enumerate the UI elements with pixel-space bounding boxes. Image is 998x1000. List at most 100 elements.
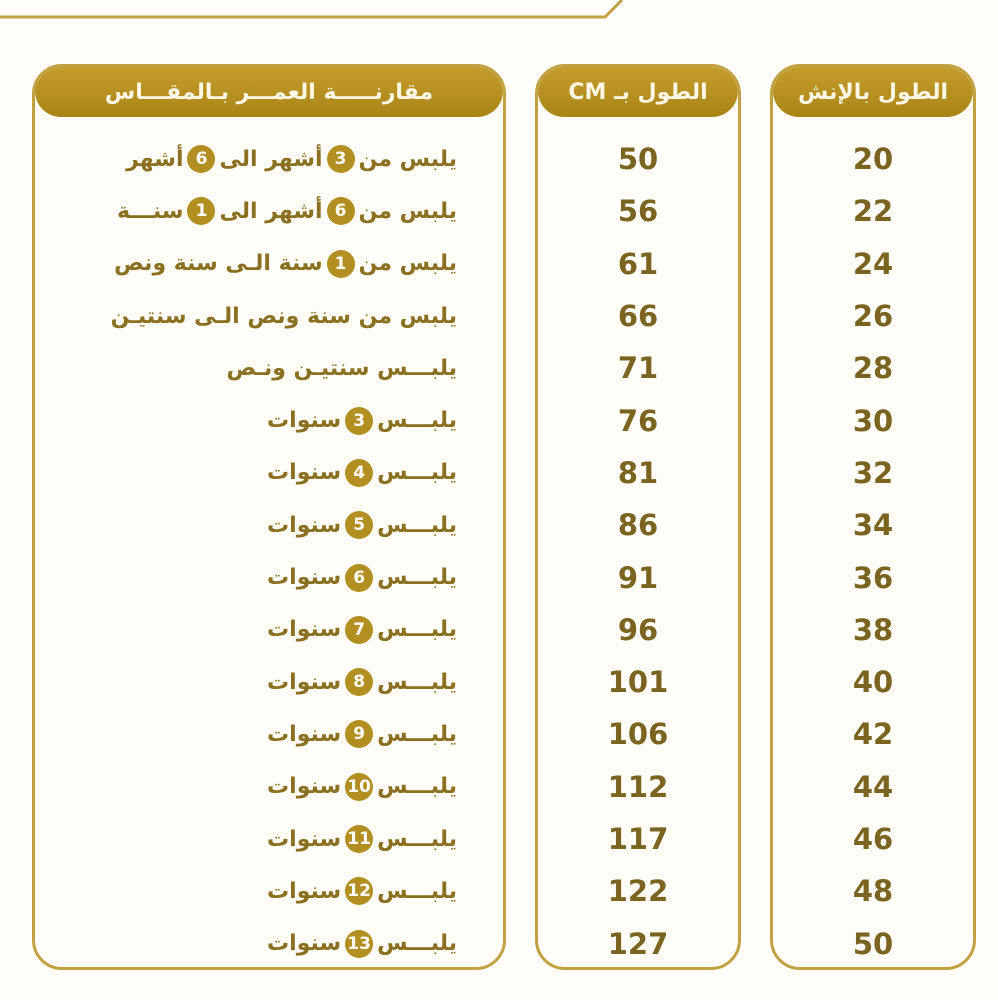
inch-value: 22 bbox=[852, 194, 894, 229]
age-number-badge: 10 bbox=[345, 772, 374, 801]
inch-value: 36 bbox=[852, 560, 894, 595]
cm-column: الطول بـ CM 50 56 61 66 71 76 81 86 91 96 101 106 11… bbox=[535, 64, 741, 970]
age-row: يلبـــس سنتيـن ونـص bbox=[35, 342, 503, 394]
age-text: سنوات bbox=[267, 617, 342, 643]
age-row: يلبـــس 6 سنوات bbox=[35, 551, 503, 603]
age-row: يلبـــس 3 سنوات bbox=[35, 394, 503, 446]
age-text: سنوات bbox=[267, 669, 342, 695]
age-text: يلبـــس bbox=[377, 774, 457, 800]
age-number-badge: 3 bbox=[326, 145, 355, 174]
inch-value: 24 bbox=[852, 246, 894, 281]
inch-value: 46 bbox=[852, 822, 894, 856]
age-row: يلبس من سنة ونص الـى سنتيـن bbox=[35, 290, 503, 342]
cm-rows: 50 56 61 66 71 76 81 86 91 96 101 106 112 117 122 127 bbox=[538, 133, 738, 967]
age-row: يلبـــس 9 سنوات bbox=[35, 708, 503, 760]
inch-value: 42 bbox=[852, 717, 894, 752]
age-number-badge: 12 bbox=[345, 877, 374, 906]
cm-value: 81 bbox=[617, 455, 659, 490]
age-row: يلبـــس 13 سنوات bbox=[35, 917, 503, 967]
age-row: يلبـــس 11 سنوات bbox=[35, 813, 503, 865]
age-number-badge: 1 bbox=[326, 249, 355, 278]
inch-value: 48 bbox=[852, 874, 894, 909]
cm-value: 71 bbox=[617, 351, 659, 386]
age-text: يلبس من bbox=[358, 146, 457, 172]
age-number-badge: 1 bbox=[187, 197, 216, 226]
age-row: يلبـــس 4 سنوات bbox=[35, 447, 503, 499]
age-text: سنوات bbox=[267, 721, 342, 747]
cm-value: 127 bbox=[607, 926, 669, 961]
age-column: مقارنـــــة العمـــر بـالمقـــاس يلبس من… bbox=[32, 64, 506, 970]
cm-value: 86 bbox=[617, 508, 659, 543]
cm-value: 122 bbox=[607, 874, 669, 909]
inch-value: 28 bbox=[852, 351, 894, 386]
age-text: يلبس من bbox=[358, 198, 457, 224]
cm-value: 91 bbox=[617, 560, 659, 595]
decorative-frame-line bbox=[0, 0, 624, 19]
cm-value: 96 bbox=[617, 612, 659, 647]
age-row: يلبـــس 5 سنوات bbox=[35, 499, 503, 551]
age-row: يلبـــس 7 سنوات bbox=[35, 604, 503, 656]
age-text: أشهر الى bbox=[219, 198, 323, 224]
age-row: يلبـــس 12 سنوات bbox=[35, 865, 503, 917]
inch-value: 38 bbox=[852, 612, 894, 647]
age-text: يلبـــس bbox=[377, 512, 457, 538]
age-row: يلبس من 6 أشهر الى 1 سنـــة bbox=[35, 185, 503, 237]
age-text: يلبـــس bbox=[377, 669, 457, 695]
age-text: سنوات bbox=[267, 460, 342, 486]
age-text: يلبـــس bbox=[377, 721, 457, 747]
inch-value: 50 bbox=[852, 926, 894, 961]
age-number-badge: 4 bbox=[345, 458, 374, 487]
cm-value: 106 bbox=[607, 717, 669, 752]
cm-value: 50 bbox=[617, 142, 659, 177]
age-number-badge: 5 bbox=[345, 511, 374, 540]
cm-value: 117 bbox=[607, 822, 669, 856]
cm-value: 76 bbox=[617, 403, 659, 438]
age-row: يلبـــس 10 سنوات bbox=[35, 761, 503, 813]
inch-value: 44 bbox=[852, 769, 894, 804]
age-text: يلبـــس bbox=[377, 617, 457, 643]
age-text: يلبـــس bbox=[377, 826, 457, 852]
age-text: سنـــة bbox=[116, 198, 184, 224]
age-text: يلبـــس bbox=[377, 460, 457, 486]
age-number-badge: 11 bbox=[345, 825, 374, 853]
cm-value: 101 bbox=[607, 665, 669, 700]
inch-rows: 20 22 24 26 28 30 32 34 36 38 40 42 44 46 48 50 bbox=[773, 133, 973, 967]
inch-value: 32 bbox=[852, 455, 894, 490]
age-row: يلبس من 1 سنة الـى سنة ونص bbox=[35, 238, 503, 290]
inch-value: 30 bbox=[852, 403, 894, 438]
cm-column-header: الطول بـ CM bbox=[538, 67, 738, 117]
age-number-badge: 9 bbox=[345, 720, 374, 749]
inch-value: 34 bbox=[852, 508, 894, 543]
age-number-badge: 13 bbox=[345, 929, 374, 958]
inch-value: 26 bbox=[852, 299, 894, 334]
inch-value: 20 bbox=[852, 142, 894, 177]
age-text: يلبـــس bbox=[377, 408, 457, 434]
age-text: يلبـــس bbox=[377, 878, 457, 904]
cm-value: 61 bbox=[617, 246, 659, 281]
age-number-badge: 6 bbox=[187, 145, 216, 174]
age-text: سنة الـى سنة ونص bbox=[114, 251, 323, 277]
age-text: سنوات bbox=[267, 565, 342, 591]
age-text: سنوات bbox=[267, 931, 342, 957]
age-rows: يلبس من 3 أشهر الى 6 أشهر يلبس من 6 أشهر الى 1 سن… bbox=[35, 133, 503, 967]
cm-value: 66 bbox=[617, 299, 659, 334]
age-column-header: مقارنـــــة العمـــر بـالمقـــاس bbox=[35, 67, 503, 117]
age-text: يلبـــس bbox=[377, 565, 457, 591]
inch-value: 40 bbox=[852, 665, 894, 700]
age-text: سنوات bbox=[267, 826, 342, 852]
cm-value: 112 bbox=[607, 769, 669, 804]
age-number-badge: 6 bbox=[345, 563, 374, 592]
age-text: سنوات bbox=[267, 774, 342, 800]
cm-value: 56 bbox=[617, 194, 659, 229]
age-text: يلبـــس سنتيـن ونـص bbox=[226, 355, 457, 381]
inch-column-header: الطول بالإنش bbox=[773, 67, 973, 117]
age-number-badge: 3 bbox=[345, 406, 374, 435]
age-text: يلبس من سنة ونص الـى سنتيـن bbox=[110, 303, 457, 329]
age-text: يلبـــس bbox=[377, 931, 457, 957]
age-number-badge: 7 bbox=[345, 615, 374, 644]
age-text: أشهر bbox=[126, 146, 184, 172]
age-text: سنوات bbox=[267, 512, 342, 538]
age-number-badge: 8 bbox=[345, 668, 374, 697]
age-row: يلبس من 3 أشهر الى 6 أشهر bbox=[35, 133, 503, 185]
age-text: سنوات bbox=[267, 878, 342, 904]
